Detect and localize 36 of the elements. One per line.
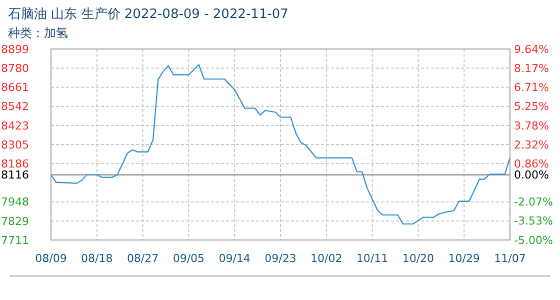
y-tick-label: 7948 (1, 196, 29, 209)
x-tick-label: 11/07 (494, 252, 526, 265)
y2-tick-label: -2.07% (514, 196, 553, 209)
y-tick-label: 8661 (1, 81, 29, 94)
x-tick-label: 10/11 (356, 252, 388, 265)
x-tick-label: 10/20 (402, 252, 434, 265)
y2-tick-label: 5.25% (514, 100, 549, 114)
y-tick-label: 8305 (1, 138, 29, 152)
y-tick-label: 8186 (1, 157, 29, 170)
chart-subtitle: 种类：加氢 (8, 26, 68, 40)
y-tick-label: 7711 (1, 234, 29, 247)
y2-tick-label: 0.86% (514, 157, 549, 170)
y-tick-label: 8780 (1, 62, 29, 75)
y-tick-label: 7829 (1, 214, 29, 228)
y2-tick-label: 8.17% (514, 62, 549, 76)
x-tick-label: 09/05 (172, 252, 205, 265)
x-tick-label: 09/14 (218, 252, 250, 265)
x-tick-label: 10/02 (310, 252, 342, 265)
y2-tick-label: -3.53% (514, 214, 553, 228)
y2-tick-label: 3.78% (514, 119, 549, 132)
y-tick-label: 8542 (1, 100, 29, 114)
y-tick-label: 8899 (1, 42, 29, 56)
x-tick-label: 08/18 (81, 252, 113, 265)
x-tick-label: 10/29 (448, 252, 480, 265)
line-series (50, 64, 511, 225)
x-tick-label: 08/09 (35, 252, 67, 265)
y-tick-label: 8116 (1, 168, 29, 182)
x-tick-label: 08/27 (126, 252, 159, 265)
y2-tick-label: 6.71% (514, 81, 549, 94)
y-tick-label: 8423 (1, 119, 29, 132)
y2-tick-label: 2.32% (514, 138, 549, 152)
x-tick-label: 09/23 (264, 252, 296, 265)
y2-tick-label: 9.64% (514, 42, 549, 56)
chart-title: 石脑油 山东 生产价 2022-08-09 - 2022-11-07 (8, 7, 288, 22)
y2-tick-label: 0.00% (514, 168, 549, 182)
y2-tick-label: -5.00% (514, 234, 553, 247)
